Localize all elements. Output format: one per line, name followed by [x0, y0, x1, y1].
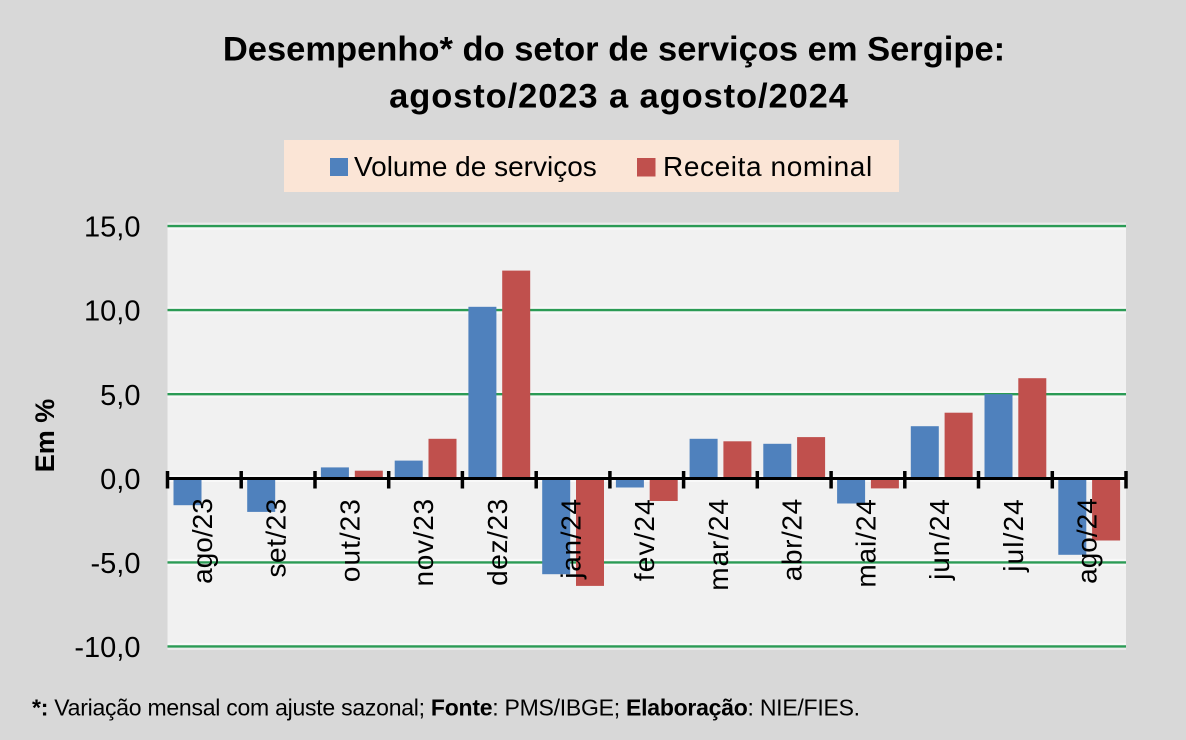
svg-text:Receita nominal: Receita nominal — [663, 151, 873, 182]
svg-text:-5,0: -5,0 — [91, 548, 141, 580]
svg-text:dez/23: dez/23 — [482, 498, 513, 586]
svg-text:*: Variação mensal com ajuste: *: Variação mensal com ajuste sazonal; F… — [32, 695, 860, 721]
svg-text:Em %: Em % — [30, 399, 60, 473]
svg-text:15,0: 15,0 — [84, 212, 140, 244]
svg-text:abr/24: abr/24 — [777, 498, 808, 581]
svg-text:10,0: 10,0 — [84, 296, 140, 328]
svg-text:0,0: 0,0 — [100, 464, 140, 496]
svg-text:-10,0: -10,0 — [74, 632, 140, 664]
svg-text:out/23: out/23 — [334, 498, 365, 582]
svg-text:jan/24: jan/24 — [556, 498, 587, 580]
svg-text:ago/24: ago/24 — [1072, 498, 1103, 584]
svg-text:agosto/2023 a agosto/2024: agosto/2023 a agosto/2024 — [389, 78, 849, 116]
svg-text:jul/24: jul/24 — [998, 498, 1029, 573]
svg-text:Volume de serviços: Volume de serviços — [354, 151, 597, 182]
svg-text:nov/23: nov/23 — [408, 498, 439, 586]
svg-text:5,0: 5,0 — [100, 380, 140, 412]
svg-text:fev/24: fev/24 — [629, 498, 660, 581]
svg-text:set/23: set/23 — [261, 498, 292, 577]
svg-text:Desempenho* do setor de serviç: Desempenho* do setor de serviços em Serg… — [223, 31, 1005, 69]
svg-text:jun/24: jun/24 — [924, 498, 955, 581]
svg-text:mai/24: mai/24 — [850, 498, 881, 587]
svg-text:mar/24: mar/24 — [703, 498, 734, 591]
svg-text:ago/23: ago/23 — [187, 498, 218, 584]
